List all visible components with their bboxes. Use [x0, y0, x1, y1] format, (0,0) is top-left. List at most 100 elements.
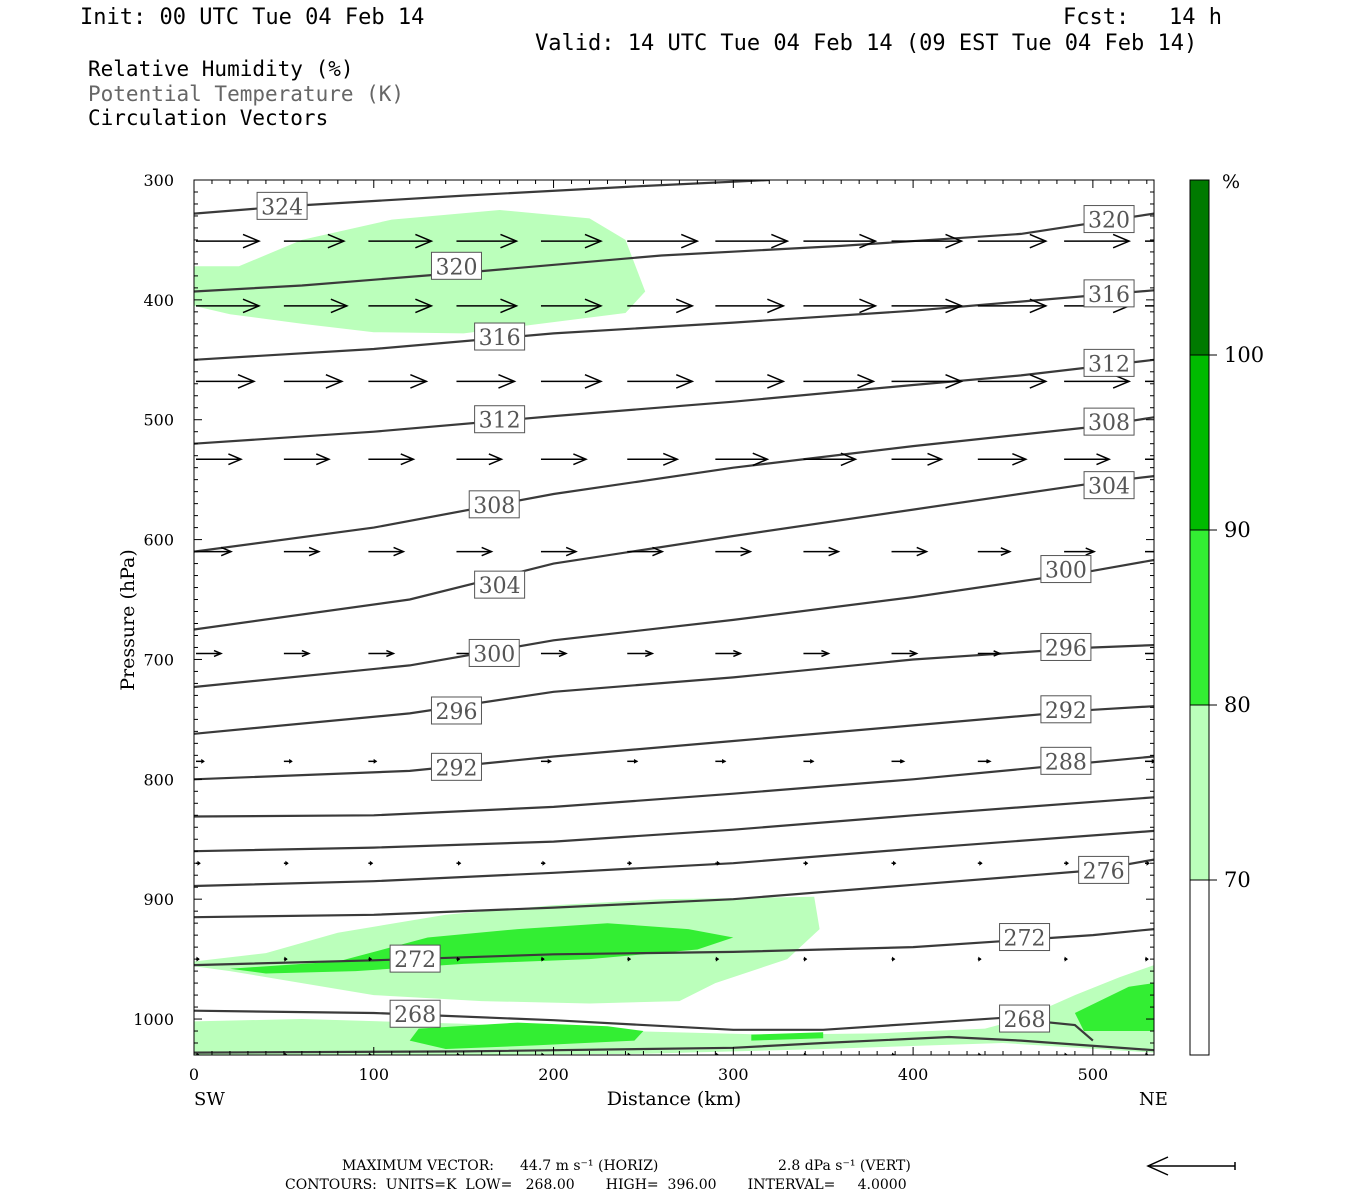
y-tick-label: 400 — [143, 291, 174, 310]
theta-label-box — [1083, 279, 1135, 308]
wind-vector-head — [722, 759, 727, 764]
theta-label-box — [1083, 205, 1135, 234]
wind-vector-head — [1175, 454, 1187, 464]
wind-vector — [540, 956, 545, 962]
theta-label-300: 300 — [1040, 555, 1092, 584]
theta-label-box — [430, 752, 482, 781]
wind-vector-head — [945, 373, 964, 389]
wind-vector — [196, 233, 261, 249]
theta-contour-272 — [194, 928, 1154, 967]
theta-label-text: 316 — [479, 326, 521, 351]
max-vert: 2.8 dPa s⁻¹ (VERT) — [778, 1158, 911, 1174]
wind-vector — [977, 650, 1002, 657]
theta-label-text: 272 — [1004, 927, 1046, 952]
y-tick-label: 600 — [143, 531, 174, 550]
wind-vector — [715, 452, 770, 467]
wind-vector-head — [771, 233, 790, 249]
wind-vector-head — [242, 233, 261, 249]
wind-vector — [368, 649, 396, 658]
wind-vector — [803, 452, 858, 467]
wind-vector-head — [1029, 298, 1048, 314]
wind-vector-head — [627, 956, 632, 962]
colorbar-segment-80 — [1190, 530, 1209, 705]
legend-rh: Relative Humidity (%) — [88, 57, 354, 81]
theta-label-text: 300 — [1045, 559, 1087, 584]
wind-vector — [627, 759, 639, 764]
wind-vector-head — [386, 649, 396, 658]
wind-vector — [283, 453, 331, 466]
theta-contour-312 — [194, 358, 1154, 445]
wind-vector-head — [804, 860, 809, 866]
wind-vector-head — [740, 546, 753, 557]
wind-vector-head — [767, 373, 786, 389]
theta-contour-324 — [194, 180, 770, 215]
wind-vector — [283, 298, 349, 314]
wind-vector-head — [628, 860, 633, 866]
theta-label-text: 308 — [1088, 411, 1130, 436]
colorbar-segment-below — [1190, 880, 1209, 1055]
wind-vector-head — [393, 546, 406, 557]
wind-vector-head — [857, 373, 876, 389]
wind-vector-head — [315, 453, 331, 466]
theta-label-box — [1083, 407, 1135, 436]
wind-vector-head — [993, 650, 1002, 657]
init-time: Init: 00 UTC Tue 04 Feb 14 — [80, 5, 425, 30]
wind-vector — [715, 649, 743, 658]
wind-vector-head — [197, 860, 201, 866]
wind-vector — [456, 373, 517, 389]
wind-vector — [456, 956, 461, 962]
theta-label-304: 304 — [1083, 471, 1135, 500]
x-axis-label: Distance (km) — [607, 1088, 742, 1110]
x-tick-label: 400 — [898, 1065, 929, 1084]
wind-vector-head — [325, 373, 344, 389]
wind-vector — [977, 547, 1012, 557]
colorbar-label-90: 90 — [1224, 518, 1251, 542]
wind-vector — [715, 956, 720, 962]
x-tick-label: 200 — [538, 1065, 569, 1084]
wind-vector — [196, 546, 233, 557]
theta-label-268: 268 — [999, 1004, 1051, 1033]
wind-vector — [540, 298, 603, 314]
x-tick-label: 100 — [359, 1065, 390, 1084]
wind-vector — [1145, 454, 1187, 464]
theta-label-box — [1040, 555, 1092, 584]
wind-vector — [1064, 547, 1097, 556]
wind-vector-head — [733, 649, 743, 658]
theta-label-text: 324 — [261, 195, 303, 220]
wind-vector — [456, 453, 504, 466]
wind-vector-head — [1145, 956, 1149, 962]
axis-layer: 0 100 200 300 400 500 300 400 500 600 700 800 900 100… — [133, 171, 1154, 1084]
theta-label-box — [474, 322, 526, 351]
theta-label-box — [999, 1004, 1051, 1033]
theta-contour-308 — [194, 416, 1154, 553]
wind-vector — [196, 373, 256, 389]
wind-vector-head — [644, 649, 655, 658]
wind-vector — [977, 373, 1048, 389]
wind-vector — [977, 759, 992, 764]
wind-vector — [1064, 956, 1068, 962]
wind-vector-head — [541, 956, 545, 962]
wind-vector — [196, 453, 243, 466]
theta-label-324: 324 — [256, 191, 308, 220]
wind-vector-head — [899, 759, 906, 764]
theta-label-box — [1040, 695, 1092, 724]
wind-vector-head — [978, 956, 982, 962]
theta-label-text: 288 — [1045, 750, 1087, 775]
wind-vector — [891, 649, 919, 658]
y-tick-label: 900 — [143, 890, 174, 909]
wind-vector — [803, 233, 878, 249]
wind-vector-head — [1159, 651, 1165, 656]
wind-vector-head — [285, 860, 289, 866]
theta-label-text: 304 — [479, 574, 521, 599]
wind-vector-head — [945, 298, 964, 314]
wind-vector — [196, 649, 223, 658]
wind-vector-head — [584, 298, 603, 314]
wind-vector — [627, 452, 680, 466]
max-vector-label: MAXIMUM VECTOR: — [342, 1158, 494, 1174]
colorbar-label-80: 80 — [1224, 693, 1251, 717]
theta-label-text: 296 — [1045, 636, 1087, 661]
theta-label-box — [474, 570, 526, 599]
theta-label-308: 308 — [468, 490, 520, 519]
wind-vector — [627, 546, 665, 557]
contour-info: CONTOURS: UNITS=K LOW= 268.00 HIGH= 396.… — [285, 1177, 907, 1193]
